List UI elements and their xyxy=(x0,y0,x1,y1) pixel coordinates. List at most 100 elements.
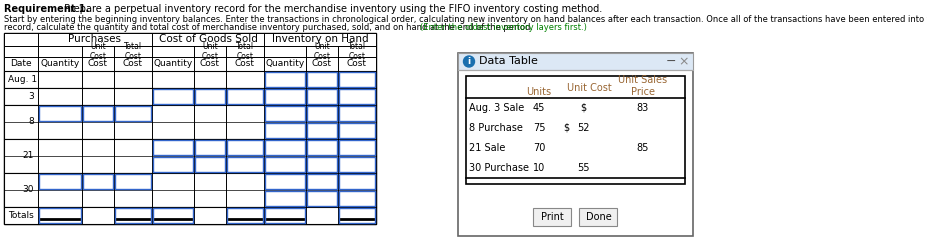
Text: $: $ xyxy=(579,103,586,113)
Bar xyxy=(465,76,684,184)
Bar xyxy=(458,53,692,236)
Bar xyxy=(307,72,337,87)
Bar xyxy=(338,123,375,138)
Text: Units: Units xyxy=(526,87,551,97)
Bar xyxy=(307,191,337,206)
Text: 30 Purchase: 30 Purchase xyxy=(468,163,528,173)
Text: 30: 30 xyxy=(22,186,34,194)
Bar xyxy=(115,174,151,189)
Text: Aug. 1: Aug. 1 xyxy=(8,75,37,84)
Text: Cost: Cost xyxy=(311,60,332,68)
Text: 55: 55 xyxy=(576,163,589,173)
Bar xyxy=(307,157,337,172)
Text: Total
Cost: Total Cost xyxy=(124,42,142,61)
Text: Inventory on Hand: Inventory on Hand xyxy=(272,34,368,44)
Text: −: − xyxy=(665,55,676,68)
Bar xyxy=(307,89,337,104)
Text: Date: Date xyxy=(10,60,32,68)
Bar xyxy=(265,157,305,172)
Bar xyxy=(227,140,262,155)
Circle shape xyxy=(463,56,474,67)
Bar xyxy=(4,71,375,88)
Text: Cost: Cost xyxy=(88,60,108,68)
Bar xyxy=(227,89,262,104)
Text: Quantity: Quantity xyxy=(265,60,304,68)
Bar xyxy=(338,174,375,189)
Bar xyxy=(307,174,337,189)
Bar xyxy=(338,191,375,206)
Bar xyxy=(578,208,616,226)
Text: Unit
Cost: Unit Cost xyxy=(313,42,330,61)
Bar xyxy=(115,208,151,223)
Bar xyxy=(115,106,151,121)
Text: Unit Cost: Unit Cost xyxy=(566,83,611,93)
Text: i: i xyxy=(467,57,470,66)
Bar xyxy=(338,72,375,87)
Bar xyxy=(195,157,224,172)
Bar xyxy=(4,57,375,71)
Text: Prepare a perpetual inventory record for the merchandise inventory using the FIF: Prepare a perpetual inventory record for… xyxy=(61,4,602,14)
Bar xyxy=(4,46,375,57)
Text: 83: 83 xyxy=(636,103,648,113)
Text: Totals: Totals xyxy=(8,211,34,220)
Bar xyxy=(153,89,193,104)
Text: Cost: Cost xyxy=(123,60,143,68)
Text: Quantity: Quantity xyxy=(41,60,80,68)
Bar xyxy=(338,106,375,121)
Bar xyxy=(4,33,375,224)
Text: 52: 52 xyxy=(576,123,589,133)
Bar xyxy=(83,174,113,189)
Text: 8 Purchase: 8 Purchase xyxy=(468,123,522,133)
Text: Total
Cost: Total Cost xyxy=(348,42,365,61)
Bar xyxy=(39,106,81,121)
Bar xyxy=(4,207,375,224)
Text: Unit
Cost: Unit Cost xyxy=(201,42,218,61)
Bar xyxy=(265,208,305,223)
Bar xyxy=(4,139,375,173)
Text: Cost: Cost xyxy=(200,60,220,68)
Text: ×: × xyxy=(678,55,689,68)
Text: Cost of Goods Sold: Cost of Goods Sold xyxy=(159,34,257,44)
Bar xyxy=(227,157,262,172)
Text: Quantity: Quantity xyxy=(153,60,193,68)
Text: 3: 3 xyxy=(28,92,34,101)
Bar xyxy=(153,208,193,223)
Text: Unit Sales
Price: Unit Sales Price xyxy=(617,75,667,97)
Bar xyxy=(458,53,692,70)
Bar xyxy=(265,106,305,121)
Bar xyxy=(4,173,375,207)
Text: 10: 10 xyxy=(532,163,544,173)
Text: 85: 85 xyxy=(636,143,649,153)
Bar xyxy=(338,89,375,104)
Text: 70: 70 xyxy=(532,143,544,153)
Bar xyxy=(338,208,375,223)
Text: Data Table: Data Table xyxy=(478,57,538,66)
Text: 8: 8 xyxy=(28,118,34,126)
Text: Cost: Cost xyxy=(347,60,366,68)
Bar xyxy=(265,191,305,206)
Text: Requirement 1.: Requirement 1. xyxy=(4,4,89,14)
Text: Done: Done xyxy=(585,212,611,222)
Text: 21: 21 xyxy=(22,152,34,160)
Text: record, calculate the quantity and total cost of merchandise inventory purchased: record, calculate the quantity and total… xyxy=(4,23,535,32)
Text: $: $ xyxy=(563,123,568,133)
Text: Unit
Cost: Unit Cost xyxy=(89,42,107,61)
Bar xyxy=(533,208,571,226)
Text: Start by entering the beginning inventory balances. Enter the transactions in ch: Start by entering the beginning inventor… xyxy=(4,15,927,24)
Bar xyxy=(338,140,375,155)
Bar xyxy=(307,123,337,138)
Bar xyxy=(39,174,81,189)
Bar xyxy=(195,89,224,104)
Bar xyxy=(4,88,375,105)
Text: Print: Print xyxy=(540,212,564,222)
Bar xyxy=(4,33,375,46)
Bar xyxy=(307,140,337,155)
Bar xyxy=(227,208,262,223)
Bar xyxy=(265,123,305,138)
Bar xyxy=(338,157,375,172)
Bar xyxy=(83,106,113,121)
Bar xyxy=(153,157,193,172)
Bar xyxy=(195,140,224,155)
Text: Purchases: Purchases xyxy=(69,34,121,44)
Text: (Enter the oldest inventory layers first.): (Enter the oldest inventory layers first… xyxy=(419,23,586,32)
